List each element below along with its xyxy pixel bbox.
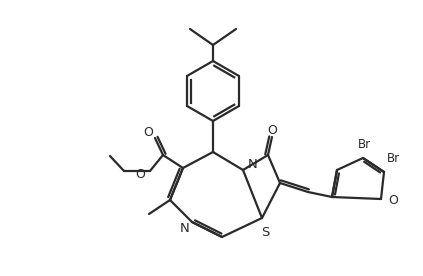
Text: Br: Br (387, 152, 400, 164)
Text: S: S (261, 225, 269, 238)
Text: O: O (388, 193, 398, 206)
Text: O: O (267, 123, 277, 137)
Text: N: N (248, 158, 258, 171)
Text: O: O (135, 168, 145, 181)
Text: N: N (180, 222, 190, 235)
Text: Br: Br (358, 139, 371, 152)
Text: O: O (143, 126, 153, 139)
